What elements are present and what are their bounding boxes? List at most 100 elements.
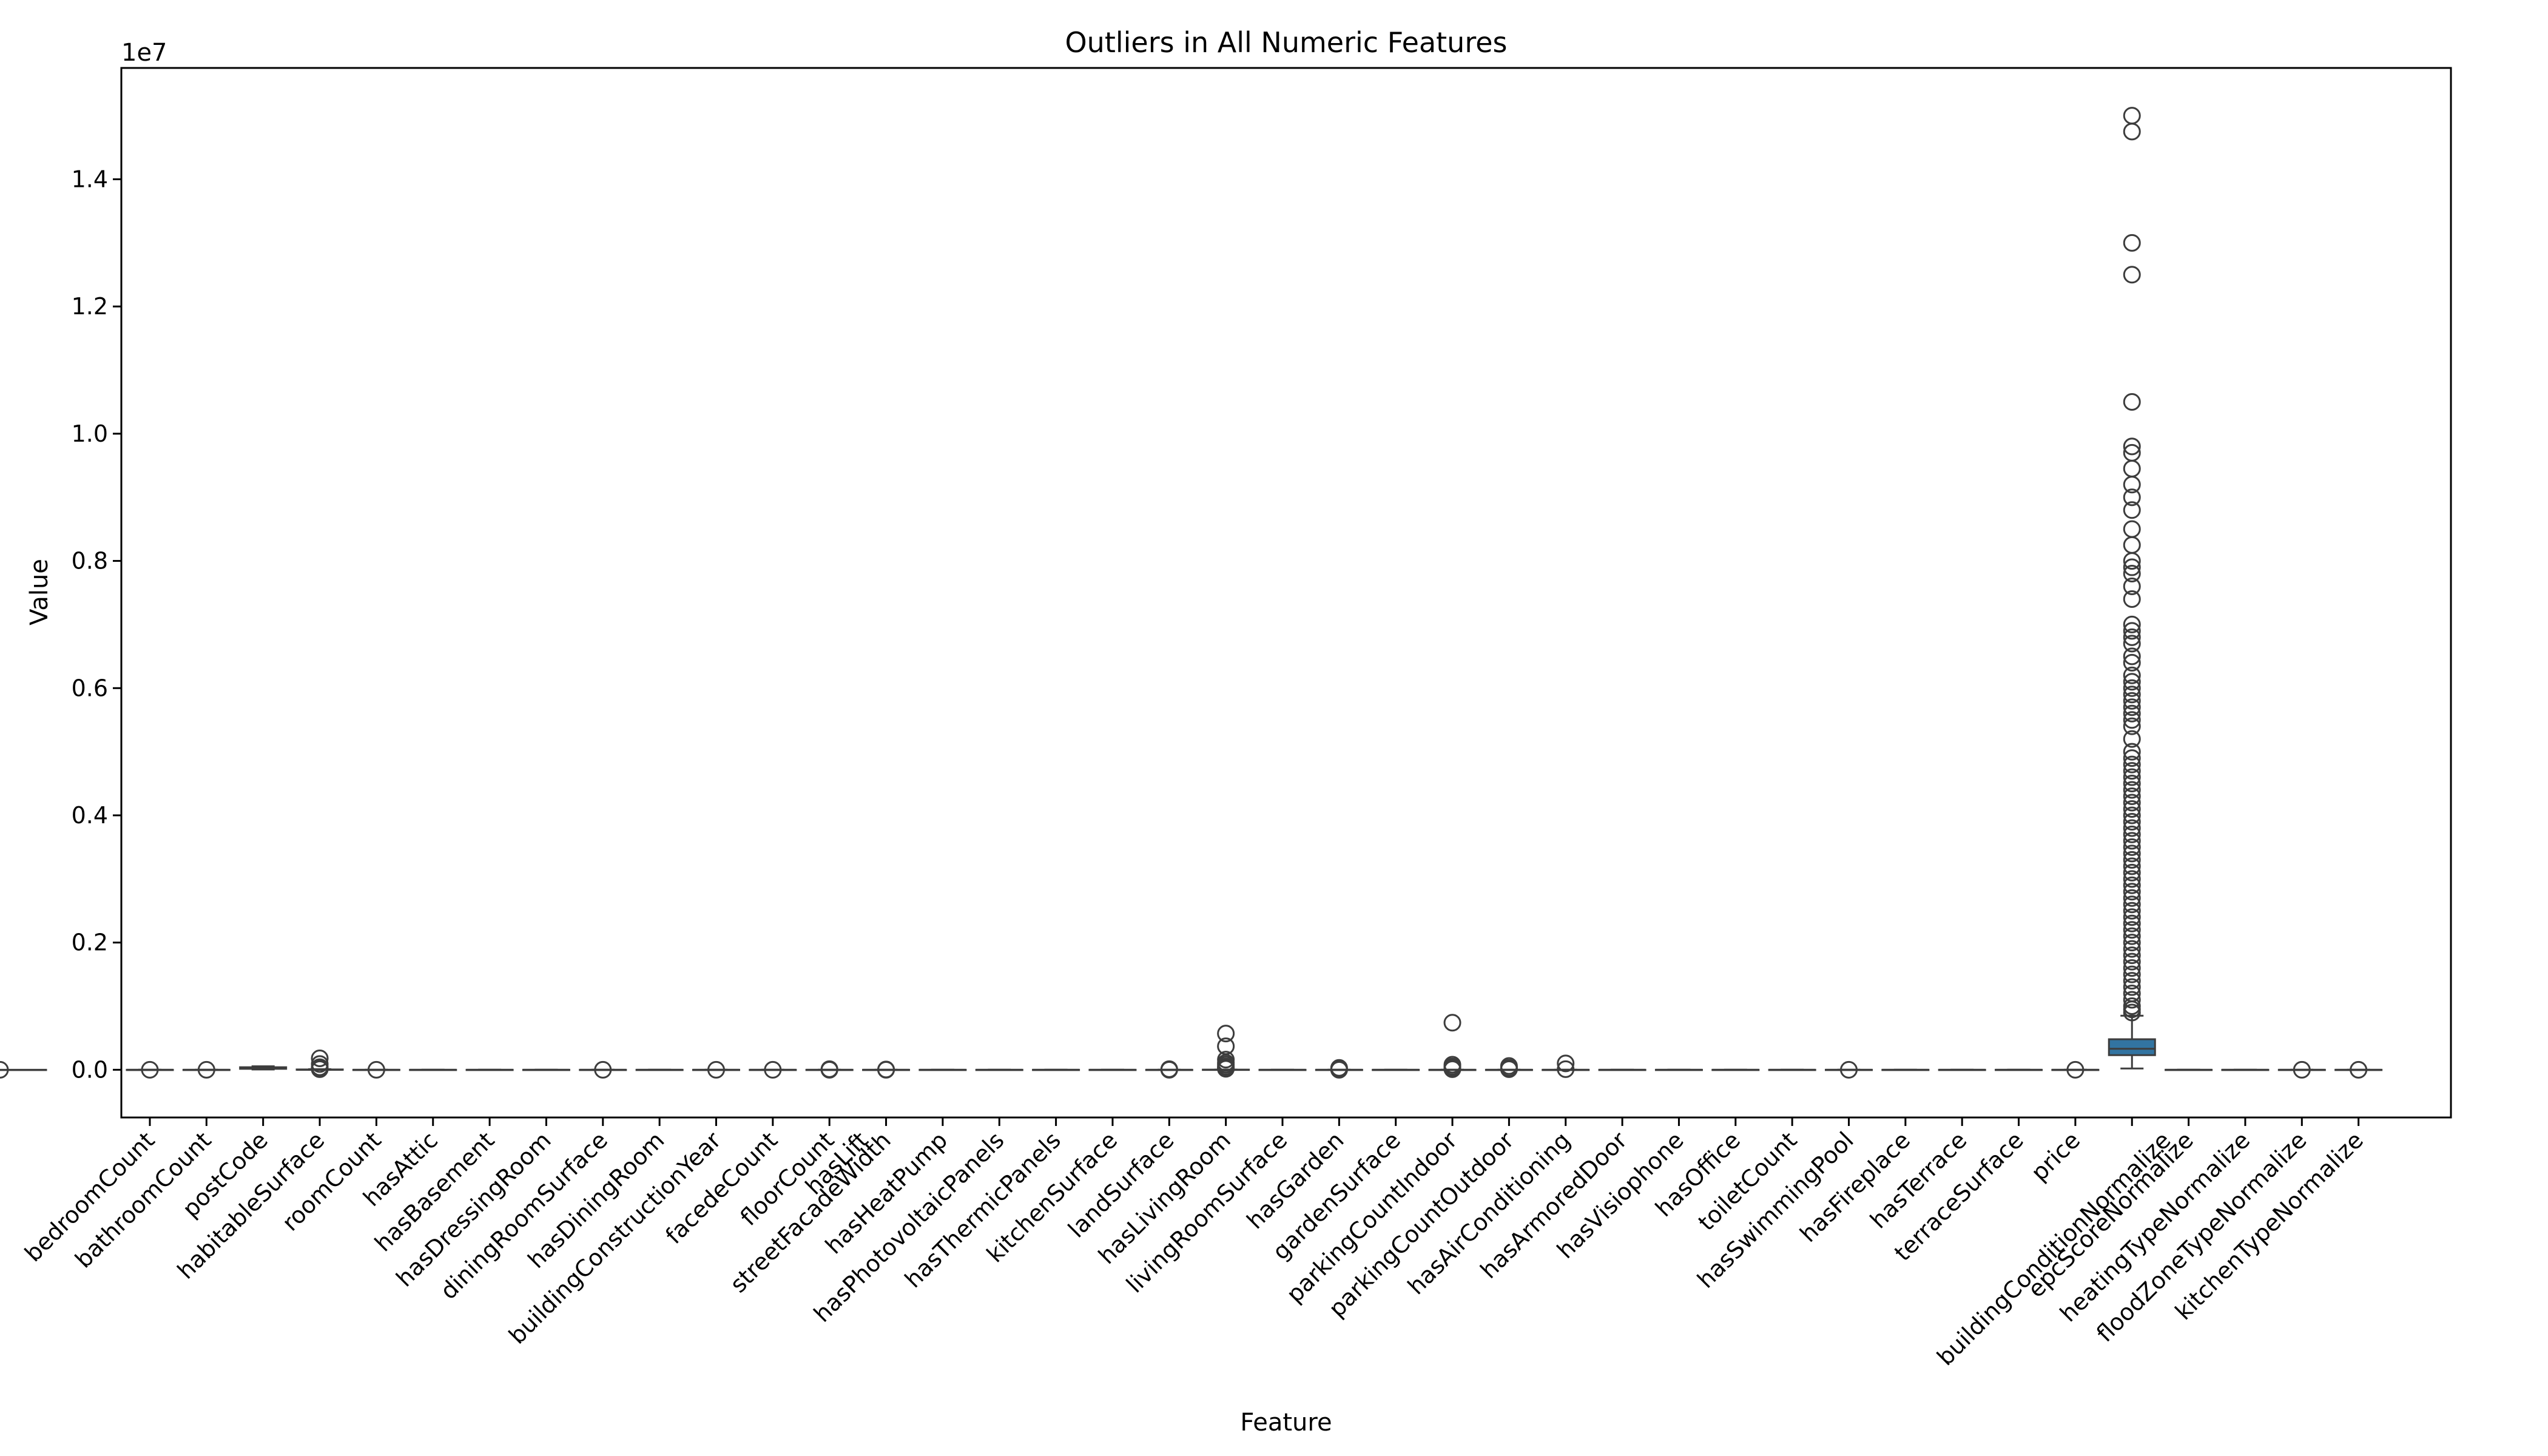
outlier-point (197, 1060, 215, 1079)
outlier-point (2123, 851, 2141, 869)
outlier-point (764, 1060, 782, 1079)
outlier-point (2123, 844, 2141, 863)
box-landSurface (1202, 1025, 1250, 1078)
outlier-point (2123, 946, 2141, 965)
outlier-point (2123, 832, 2141, 850)
outlier-point (2123, 647, 2141, 666)
outlier-point (707, 1060, 725, 1079)
outlier-point (2123, 234, 2141, 252)
outlier-point (2123, 679, 2141, 697)
outlier-point (311, 1060, 329, 1078)
outlier-point (2123, 959, 2141, 977)
outlier-point (2350, 1060, 2368, 1079)
outlier-point (1500, 1060, 1518, 1078)
outlier-point (2123, 952, 2141, 971)
box-terraceSurface (2051, 1060, 2100, 1079)
outlier-point (2293, 1060, 2311, 1079)
box-facedeCount (749, 1060, 797, 1079)
plot-frame (120, 67, 2452, 1119)
outlier-point (2123, 635, 2141, 653)
outlier-point (2066, 1060, 2085, 1079)
outlier-point (0, 1060, 9, 1079)
box-parkingCountIndoor (1485, 1057, 1533, 1078)
box-buildingConstructionYear (692, 1060, 740, 1079)
outlier-point (1443, 1014, 1461, 1032)
box-floorCount (805, 1060, 854, 1079)
outlier-point (1557, 1060, 1575, 1078)
outlier-point (2123, 501, 2141, 519)
y-tick-label: 0.2 (72, 929, 108, 956)
outlier-point (2123, 965, 2141, 983)
outlier-point (2123, 730, 2141, 748)
outlier-point (2123, 838, 2141, 856)
outlier-point (877, 1060, 895, 1079)
outlier-point (2123, 870, 2141, 888)
outlier-point (1443, 1060, 1461, 1078)
y-tick-label: 0.4 (72, 802, 108, 829)
y-tick-label: 1.0 (72, 420, 108, 447)
outlier-point (2123, 743, 2141, 761)
x-tick-label: price (2026, 1127, 2085, 1186)
outlier-point (2123, 863, 2141, 881)
y-axis-label: Value (25, 559, 53, 625)
outlier-point (2123, 437, 2141, 456)
outlier-point (311, 1049, 329, 1067)
outlier-point (2123, 787, 2141, 806)
box-habitableSurface (295, 1049, 344, 1078)
outlier-point (2123, 520, 2141, 538)
outlier-point (2123, 590, 2141, 608)
outlier-point (2123, 488, 2141, 507)
outlier-point (2123, 934, 2141, 952)
box-kitchenTypeNormalize (0, 1060, 47, 1079)
outlier-point (2123, 749, 2141, 767)
outlier-point (2123, 698, 2141, 716)
outlier-point (2123, 806, 2141, 824)
box-diningRoomSurface (579, 1060, 627, 1079)
box-parkingCountOutdoor (1542, 1054, 1590, 1078)
outlier-point (141, 1060, 159, 1079)
outlier-point (594, 1060, 612, 1079)
outlier-point (2123, 673, 2141, 691)
box-postCode (239, 1065, 288, 1071)
outlier-point (2123, 991, 2141, 1009)
outlier-point (2123, 536, 2141, 554)
outlier-point (1160, 1060, 1178, 1079)
outlier-point (1217, 1060, 1235, 1078)
outlier-point (2123, 762, 2141, 780)
outlier-point (2123, 883, 2141, 901)
box-streetFacadeWidth (862, 1060, 911, 1079)
outlier-point (2123, 927, 2141, 945)
box-floodZoneTypeNormalize (2334, 1060, 2383, 1079)
y-tick-label: 1.4 (72, 166, 108, 192)
outlier-point (367, 1060, 385, 1079)
outlier-point (2123, 653, 2141, 672)
outlier-point (1557, 1054, 1575, 1073)
outlier-point (2123, 628, 2141, 646)
outlier-point (2123, 978, 2141, 996)
outlier-point (2123, 819, 2141, 837)
y-tick-label: 0.0 (72, 1056, 108, 1083)
chart-title: Outliers in All Numeric Features (1065, 26, 1507, 59)
outlier-point (2123, 781, 2141, 799)
box-gardenSurface (1428, 1014, 1477, 1078)
outlier-point (1840, 1060, 1858, 1079)
outlier-point (2123, 876, 2141, 894)
outlier-point (2123, 812, 2141, 831)
outlier-point (2123, 794, 2141, 812)
outlier-point (2123, 768, 2141, 786)
outlier-point (2123, 107, 2141, 125)
outlier-point (2123, 558, 2141, 576)
outlier-point (2123, 914, 2141, 932)
outlier-point (2123, 775, 2141, 793)
outlier-point (2123, 972, 2141, 990)
outlier-point (2123, 686, 2141, 704)
outlier-point (2123, 704, 2141, 723)
y-tick-label: 0.6 (72, 675, 108, 701)
box-heatingTypeNormalize (2277, 1060, 2326, 1079)
outlier-point (2123, 552, 2141, 570)
outlier-point (1330, 1060, 1348, 1079)
box-livingRoomSurface (1315, 1059, 1363, 1079)
box-price (2108, 107, 2156, 1070)
outlier-point (2123, 857, 2141, 875)
